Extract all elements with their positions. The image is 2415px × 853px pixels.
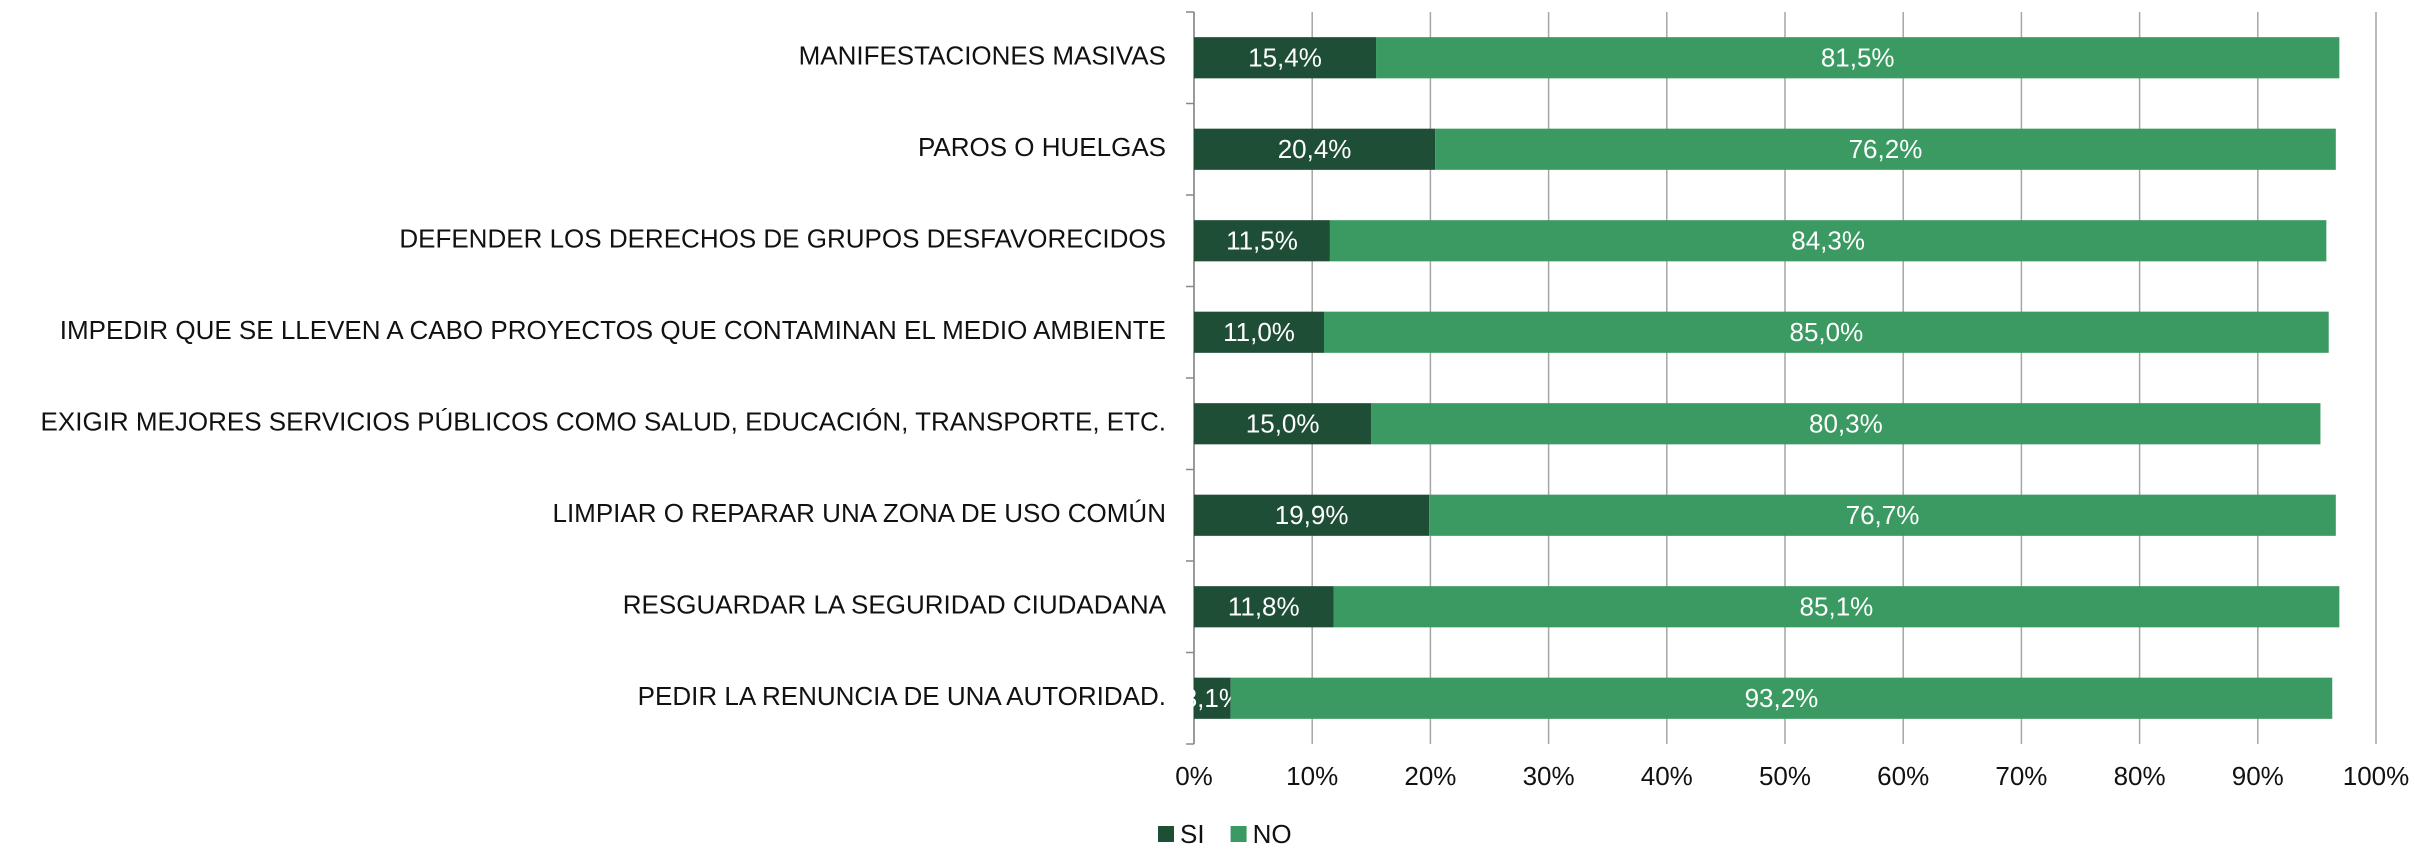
y-tick-label: IMPEDIR QUE SE LLEVEN A CABO PROYECTOS Q…	[60, 315, 1166, 345]
bar-segment	[1376, 37, 2340, 79]
y-tick-label: DEFENDER LOS DERECHOS DE GRUPOS DESFAVOR…	[399, 224, 1166, 254]
bar-segment	[1435, 128, 2336, 170]
bar-segment	[1194, 586, 1334, 628]
data-label: 85,0%	[1790, 317, 1864, 347]
x-tick-label: 60%	[1877, 761, 1929, 791]
data-label: 76,2%	[1849, 134, 1923, 164]
x-tick-label: 40%	[1641, 761, 1693, 791]
x-tick-label: 100%	[2343, 761, 2410, 791]
y-tick-label: MANIFESTACIONES MASIVAS	[799, 41, 1166, 71]
x-tick-label: 90%	[2232, 761, 2284, 791]
bar-segment	[1333, 586, 2340, 628]
bar-segment	[1194, 677, 1231, 719]
bar-segment	[1371, 403, 2321, 445]
bar-segment	[1329, 220, 2327, 262]
data-label: 11,5%	[1226, 226, 1298, 256]
bar-segment	[1230, 677, 2333, 719]
data-label: 76,7%	[1846, 500, 1920, 530]
data-label: 85,1%	[1800, 592, 1874, 622]
y-tick-label: PAROS O HUELGAS	[918, 132, 1166, 162]
data-label: 84,3%	[1791, 226, 1865, 256]
bar-segment	[1194, 403, 1372, 445]
data-label: 81,5%	[1821, 43, 1895, 73]
data-label: 20,4%	[1278, 134, 1352, 164]
legend-swatch	[1230, 826, 1247, 842]
data-label: 15,0%	[1246, 409, 1320, 439]
data-label: 11,8%	[1228, 592, 1300, 622]
bar-segment	[1429, 494, 2336, 536]
x-tick-label: 20%	[1404, 761, 1456, 791]
bar-segment	[1194, 311, 1325, 353]
bar-segment	[1194, 220, 1330, 262]
data-label: 15,4%	[1248, 43, 1322, 73]
data-label: 19,9%	[1275, 500, 1349, 530]
x-tick-label: 0%	[1175, 761, 1213, 791]
data-label: 93,2%	[1745, 683, 1819, 713]
x-tick-label: 80%	[2114, 761, 2166, 791]
y-tick-label: EXIGIR MEJORES SERVICIOS PÚBLICOS COMO S…	[41, 407, 1166, 437]
bar-segment	[1324, 311, 2329, 353]
data-label: 80,3%	[1809, 409, 1883, 439]
bar-segment	[1194, 494, 1430, 536]
legend-label: SI	[1180, 819, 1205, 848]
x-tick-label: 30%	[1523, 761, 1575, 791]
x-tick-label: 50%	[1759, 761, 1811, 791]
data-label: 11,0%	[1223, 317, 1295, 347]
x-tick-label: 70%	[1995, 761, 2047, 791]
bar-segment	[1194, 37, 1377, 79]
bar-segment	[1194, 128, 1436, 170]
y-tick-label: RESGUARDAR LA SEGURIDAD CIUDADANA	[623, 590, 1167, 620]
y-tick-label: PEDIR LA RENUNCIA DE UNA AUTORIDAD.	[638, 681, 1166, 711]
y-tick-label: LIMPIAR O REPARAR UNA ZONA DE USO COMÚN	[552, 498, 1166, 528]
x-tick-label: 10%	[1286, 761, 1338, 791]
legend-label: NO	[1253, 819, 1292, 848]
legend-swatch	[1158, 826, 1174, 842]
